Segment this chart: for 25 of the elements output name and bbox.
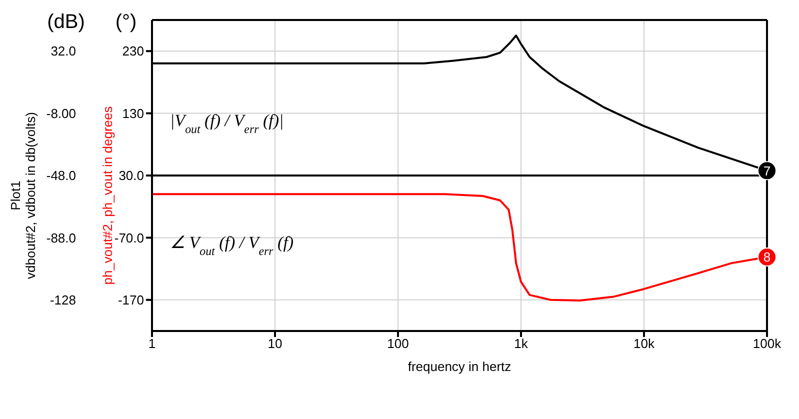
y-tick-label: -88.0 — [46, 230, 76, 246]
annotation: |V$_{out}$(f) / V$_{err}$(f)| — [170, 111, 284, 136]
x-tick-label: 1 — [148, 336, 156, 352]
y2-tick-label: -70.0 — [114, 230, 144, 246]
x-tick-label: 10k — [634, 336, 655, 352]
y-tick-label: -128 — [50, 292, 76, 308]
annotation: ∠ V$_{out}$(f) / V$_{err}$(f) — [170, 233, 294, 258]
y2-tick-label: 230 — [122, 44, 144, 59]
y2-tick-label: -170 — [118, 292, 144, 308]
annotation: 8 — [763, 250, 771, 265]
y2-tick-label: 30.0 — [118, 168, 144, 184]
y2-tick-label: 130 — [122, 106, 144, 121]
y-tick-label: -48.0 — [46, 168, 76, 184]
y-axis-title: Plot1 vdbout#2, vdbout in db(volts) — [8, 112, 38, 279]
y-tick-label: -8.00 — [46, 106, 76, 121]
x-axis-title: frequency in hertz — [408, 359, 512, 374]
text: (°) — [115, 11, 137, 33]
text: (dB) — [47, 11, 85, 33]
y-tick-label: 32.0 — [50, 44, 76, 59]
annotation: 7 — [763, 163, 771, 178]
x-tick-label: 1k — [514, 336, 528, 352]
x-tick-label: 100 — [387, 336, 409, 352]
x-tick-label: 10 — [268, 336, 282, 352]
y2-axis-title: ph_vout#2, ph_vout in degrees — [100, 106, 115, 285]
x-tick-label: 100k — [752, 336, 782, 352]
